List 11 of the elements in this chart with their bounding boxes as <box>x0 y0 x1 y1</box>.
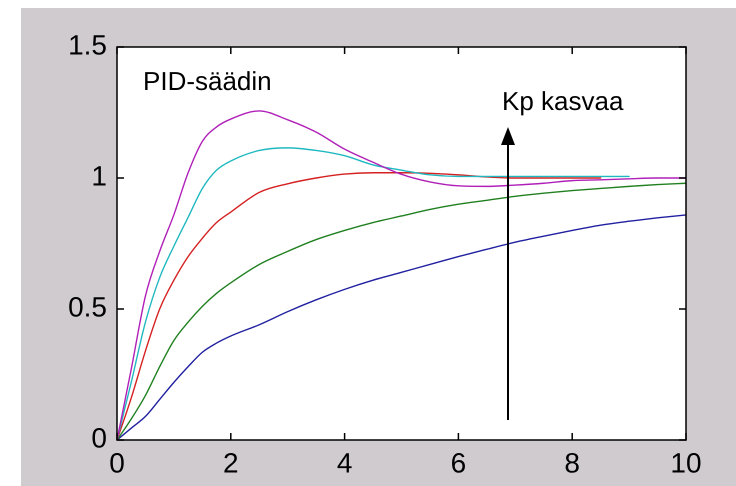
x-tick-label: 10 <box>670 448 702 479</box>
y-tick-label: 1.5 <box>68 30 107 61</box>
y-tick-label: 0.5 <box>68 292 107 323</box>
y-tick-label: 1 <box>91 160 107 192</box>
x-tick-label: 2 <box>223 448 239 479</box>
x-tick-label: 6 <box>450 448 466 479</box>
x-tick-label: 8 <box>564 448 580 479</box>
annotation: Kp kasvaa <box>502 86 624 116</box>
annotation: PID-säädin <box>143 66 272 96</box>
y-tick-label: 0 <box>91 422 107 454</box>
x-tick-label: 4 <box>336 448 352 479</box>
